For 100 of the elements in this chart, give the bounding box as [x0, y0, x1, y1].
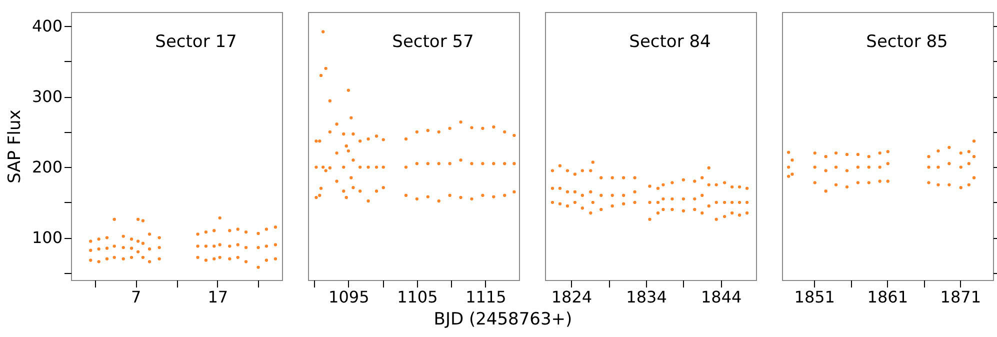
- point: [89, 258, 92, 262]
- point: [130, 246, 134, 250]
- point: [274, 257, 278, 260]
- x-tick-label: 7: [131, 288, 142, 306]
- point: [89, 248, 92, 252]
- x-tick-label: 1851: [794, 288, 835, 306]
- x-tick-label: 1105: [397, 288, 438, 306]
- point: [105, 236, 109, 240]
- point: [927, 155, 930, 158]
- point: [824, 155, 828, 158]
- point: [264, 244, 268, 248]
- point: [845, 169, 849, 172]
- point: [813, 166, 816, 169]
- point: [867, 155, 870, 158]
- point: [105, 246, 109, 250]
- point: [856, 166, 860, 169]
- point: [824, 169, 828, 172]
- point: [236, 228, 240, 231]
- point: [927, 166, 930, 169]
- point: [264, 258, 268, 262]
- point: [244, 260, 248, 264]
- point: [256, 266, 260, 269]
- point: [130, 256, 134, 260]
- point: [212, 257, 216, 260]
- point: [878, 180, 882, 183]
- point: [959, 186, 962, 190]
- point: [228, 229, 232, 232]
- point: [813, 181, 816, 184]
- point: [936, 166, 940, 169]
- point: [136, 218, 140, 221]
- x-tick-label: 1861: [867, 288, 908, 306]
- x-tick-label: 1834: [626, 288, 667, 306]
- point: [948, 162, 951, 166]
- point: [112, 218, 116, 221]
- point: [158, 236, 161, 240]
- point: [886, 162, 890, 166]
- point: [948, 146, 951, 149]
- point: [972, 155, 976, 158]
- point: [158, 246, 161, 250]
- y-tick-label: 400: [32, 16, 62, 36]
- point: [886, 150, 890, 154]
- x-axis-title: BJD (2458763+): [434, 310, 572, 330]
- point: [790, 158, 794, 162]
- x-tick-label: 17: [208, 288, 228, 306]
- point: [256, 246, 260, 250]
- point: [212, 244, 216, 248]
- point: [204, 230, 208, 234]
- point: [936, 149, 940, 153]
- point: [936, 183, 940, 186]
- point: [845, 152, 849, 156]
- point: [236, 256, 240, 260]
- point: [141, 219, 145, 222]
- point: [89, 240, 92, 243]
- point: [236, 243, 240, 246]
- text: Sector 85: [866, 32, 948, 52]
- point: [256, 232, 260, 236]
- point: [972, 139, 976, 143]
- point: [204, 244, 208, 248]
- x-tick-label: 1115: [466, 288, 506, 306]
- y-axis-title: SAP Flux: [4, 110, 25, 184]
- text: Sector 84: [629, 32, 711, 52]
- text: Sector 17: [155, 32, 237, 52]
- point: [972, 176, 976, 180]
- point: [218, 256, 222, 260]
- point: [274, 226, 278, 229]
- point: [122, 246, 125, 250]
- point: [244, 246, 248, 250]
- point: [218, 216, 222, 220]
- point: [967, 183, 970, 186]
- point: [786, 150, 790, 154]
- point: [228, 244, 232, 248]
- point: [867, 181, 870, 184]
- point: [845, 185, 849, 188]
- point: [790, 172, 794, 176]
- point: [813, 151, 816, 155]
- point: [886, 180, 890, 183]
- point: [264, 228, 268, 231]
- point: [105, 257, 109, 260]
- point: [136, 250, 140, 254]
- point: [856, 152, 860, 156]
- x-tick-label: 1844: [700, 288, 742, 306]
- point: [244, 230, 248, 234]
- point: [834, 166, 838, 169]
- y-tick-label: 300: [32, 87, 62, 106]
- point: [122, 234, 125, 238]
- point: [967, 150, 970, 154]
- y-tick-label: 100: [32, 228, 62, 248]
- point: [130, 238, 134, 241]
- point: [218, 243, 222, 246]
- point: [228, 257, 232, 260]
- point: [97, 260, 100, 264]
- point: [122, 257, 125, 260]
- point: [158, 257, 161, 260]
- point: [97, 238, 100, 241]
- point: [824, 190, 828, 193]
- point: [148, 260, 152, 264]
- point: [967, 162, 970, 166]
- text: Sector 57: [392, 32, 474, 52]
- point: [786, 166, 790, 169]
- x-tick-label: 1824: [551, 288, 592, 306]
